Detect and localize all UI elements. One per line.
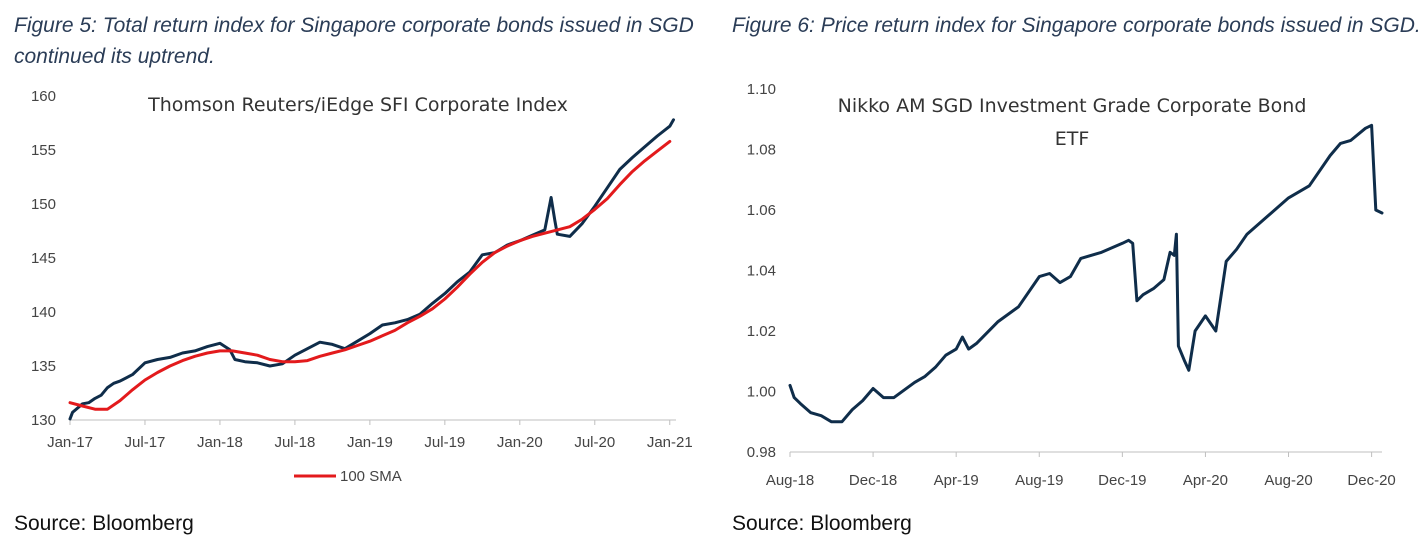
x-tick-label: Jul-17 <box>125 434 166 451</box>
chart-title-line: ETF <box>1055 128 1090 150</box>
y-tick-label: 155 <box>31 142 56 159</box>
y-tick-label: 1.06 <box>747 202 776 219</box>
series-line-sma <box>68 139 672 411</box>
legend-label-sma: 100 SMA <box>340 468 402 485</box>
y-tick-label: 140 <box>31 304 56 321</box>
x-tick-label: Jul-19 <box>424 434 465 451</box>
x-tick-label: Aug-18 <box>766 472 814 489</box>
x-tick-label: Aug-20 <box>1264 472 1312 489</box>
y-tick-label: 150 <box>31 196 56 213</box>
y-tick-label: 160 <box>31 88 56 105</box>
x-tick-label: Dec-18 <box>849 472 897 489</box>
x-tick-label: Jan-20 <box>497 434 543 451</box>
series-line-main <box>68 118 675 421</box>
y-tick-label: 1.08 <box>747 142 776 159</box>
figure-6-panel: Figure 6: Price return index for Singapo… <box>718 0 1418 554</box>
x-tick-label: Jan-19 <box>347 434 393 451</box>
x-tick-label: Dec-20 <box>1347 472 1395 489</box>
y-tick-label: 1.04 <box>747 263 776 280</box>
figure-5-chart: 130 135 140 145 150 155 160 Jan-17 Jul-17 Jan-18 J… <box>31 88 693 485</box>
chart-title: Thomson Reuters/iEdge SFI Corporate Inde… <box>147 94 568 116</box>
figure-5-panel: Figure 5: Total return index for Singapo… <box>14 14 694 535</box>
x-tick-label: Jul-20 <box>574 434 615 451</box>
x-tick-label: Jul-18 <box>274 434 315 451</box>
figure-5-caption: Figure 5: Total return index for Singapo… <box>14 14 694 68</box>
figure-5-source: Source: Bloomberg <box>14 512 194 535</box>
x-tick-label: Dec-19 <box>1098 472 1146 489</box>
y-tick-label: 0.98 <box>747 444 776 461</box>
x-tick-label: Aug-19 <box>1015 472 1063 489</box>
figure-6-chart: 0.98 1.00 1.02 1.04 1.06 1.08 1.10 Aug-18 Dec-18… <box>747 81 1396 489</box>
chart-title-line: Nikko AM SGD Investment Grade Corporate … <box>838 95 1307 117</box>
x-tick-label: Apr-19 <box>934 472 979 489</box>
x-tick-label: Jan-17 <box>47 434 93 451</box>
x-tick-label: Jan-21 <box>647 434 693 451</box>
x-tick-label: Jan-18 <box>197 434 243 451</box>
y-tick-label: 145 <box>31 250 56 267</box>
y-tick-label: 135 <box>31 358 56 375</box>
y-tick-label: 1.10 <box>747 81 776 98</box>
y-tick-label: 130 <box>31 412 56 429</box>
y-tick-label: 1.02 <box>747 323 776 340</box>
figure-6-source: Source: Bloomberg <box>732 512 912 535</box>
figure-6-caption: Figure 6: Price return index for Singapo… <box>732 14 1418 37</box>
y-tick-label: 1.00 <box>747 384 776 401</box>
series-line-main <box>788 123 1384 424</box>
x-tick-label: Apr-20 <box>1183 472 1228 489</box>
